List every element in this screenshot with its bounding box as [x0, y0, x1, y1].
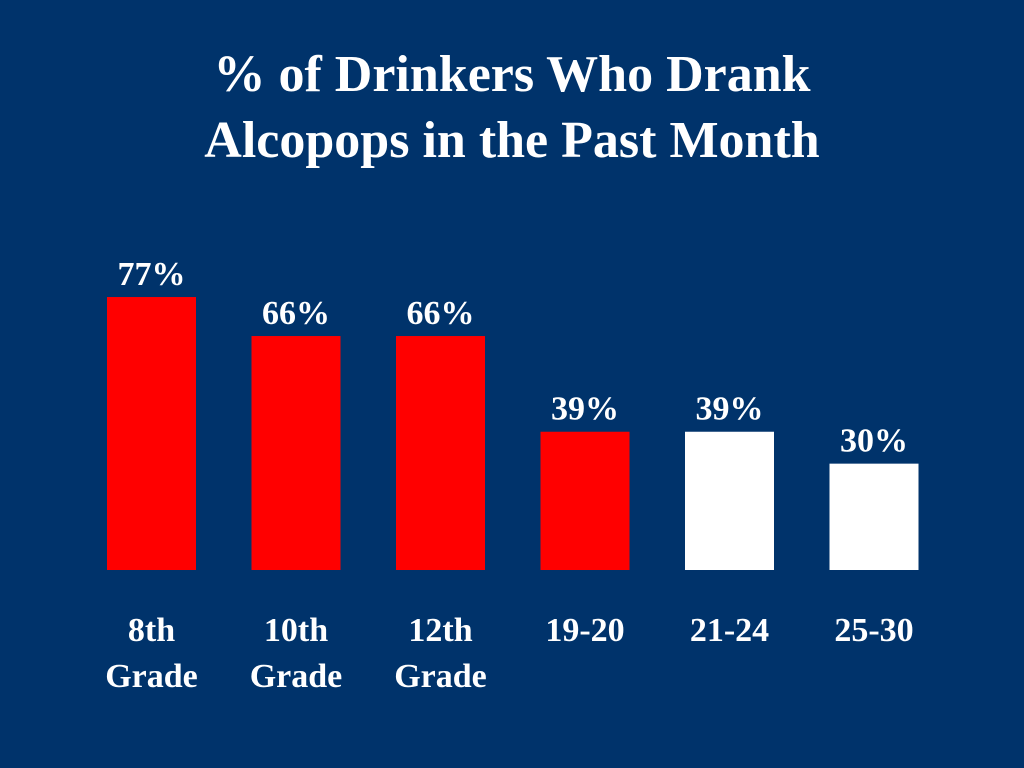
category-label-1-line-0: 10th — [264, 612, 328, 649]
bar-4 — [685, 431, 774, 570]
data-label-3: 39% — [551, 391, 619, 428]
bar-3 — [540, 431, 630, 570]
category-label-2-line-0: 12th — [408, 612, 472, 649]
data-label-0: 77% — [118, 256, 186, 293]
bar-2 — [396, 336, 485, 570]
chart-title-line-1: % of Drinkers Who Drank — [213, 46, 811, 103]
bar-0 — [107, 297, 196, 570]
category-label-4-line-0: 21-24 — [690, 612, 769, 649]
category-label-3-line-0: 19-20 — [545, 612, 624, 649]
category-label-0-line-0: 8th — [128, 612, 175, 649]
bar-5 — [829, 463, 919, 570]
chart-title-line-2: Alcopops in the Past Month — [204, 112, 820, 169]
data-label-4: 39% — [696, 391, 764, 428]
data-label-1: 66% — [262, 295, 330, 332]
category-label-2-line-1: Grade — [394, 658, 487, 695]
chart-title: % of Drinkers Who Drank Alcopops in the … — [0, 42, 1024, 174]
data-label-2: 66% — [407, 295, 475, 332]
category-label-0-line-1: Grade — [105, 658, 198, 695]
bar-1 — [251, 336, 341, 570]
data-label-5: 30% — [840, 423, 908, 460]
category-label-5-line-0: 25-30 — [834, 612, 913, 649]
category-label-1-line-1: Grade — [250, 658, 343, 695]
